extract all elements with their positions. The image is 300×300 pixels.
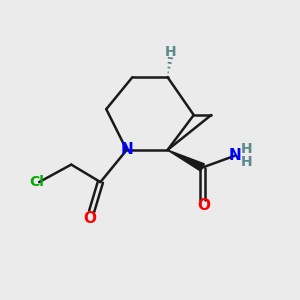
Text: N: N [120, 142, 133, 158]
Text: N: N [228, 148, 241, 163]
Text: O: O [84, 211, 97, 226]
Text: H: H [241, 155, 253, 169]
Text: H: H [241, 142, 253, 155]
Polygon shape [167, 150, 204, 171]
Text: O: O [197, 199, 211, 214]
Text: Cl: Cl [29, 175, 44, 189]
Text: H: H [165, 45, 176, 59]
